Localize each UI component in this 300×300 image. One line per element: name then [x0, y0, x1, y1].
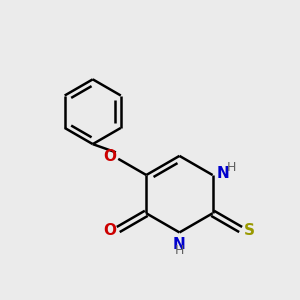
Text: N: N — [173, 237, 186, 252]
Text: H: H — [227, 161, 236, 174]
Text: H: H — [175, 244, 184, 256]
Text: O: O — [103, 224, 116, 238]
Text: S: S — [243, 224, 254, 238]
Text: N: N — [217, 166, 230, 181]
Text: O: O — [103, 149, 116, 164]
